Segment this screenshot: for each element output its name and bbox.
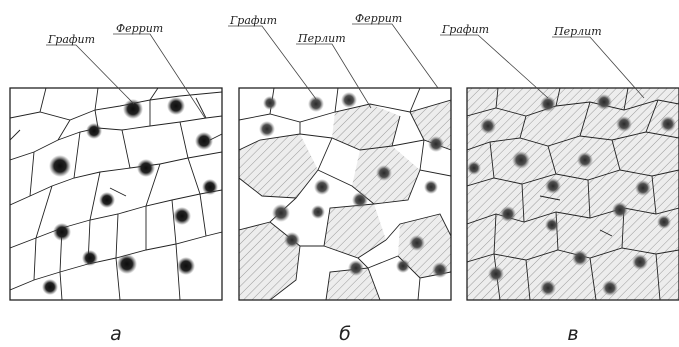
panel-a-label-graphite: Графит (47, 33, 95, 46)
pearlite-region (324, 204, 386, 258)
graphite-nodule (602, 280, 618, 296)
graphite-nodule (263, 96, 277, 110)
pearlite-region (332, 104, 400, 150)
panel-b-grain-boundaries (239, 88, 451, 300)
graphite-nodule (545, 218, 559, 232)
leader-a-ferrite (113, 33, 206, 119)
graphite-nodule (428, 136, 444, 152)
graphite-nodule (432, 262, 448, 278)
graphite-nodule (352, 192, 368, 208)
graphite-nodule (99, 192, 115, 208)
graphite-nodule (596, 94, 612, 110)
panel-a-graphite-nodules (42, 97, 218, 295)
graphite-nodule (82, 250, 98, 266)
graphite-nodule (123, 99, 143, 119)
panel-b-caption: б (339, 323, 351, 345)
graphite-nodule (500, 206, 516, 222)
graphite-nodule (660, 116, 676, 132)
leader-b-ferrite (352, 23, 439, 89)
graphite-nodule (49, 155, 71, 177)
graphite-nodule (308, 96, 324, 112)
leader-a-graphite (46, 44, 135, 105)
leader-c-pearlite (552, 36, 645, 99)
panel-c-caption: в (567, 323, 578, 345)
graphite-nodule (616, 116, 632, 132)
graphite-nodule (488, 266, 504, 282)
panel-c-label-graphite: Графит (441, 23, 489, 36)
panel-a-label-ferrite: Феррит (116, 22, 163, 35)
panel-c-label-pearlite: Перлит (553, 25, 602, 38)
graphite-nodule (341, 92, 357, 108)
panel-a-grain-boundaries (10, 88, 222, 300)
graphite-nodule (540, 96, 556, 112)
graphite-nodule (512, 151, 530, 169)
graphite-nodule (314, 179, 330, 195)
graphite-nodule (545, 178, 561, 194)
panel-b-label-graphite: Графит (229, 14, 277, 27)
graphite-nodule (117, 254, 137, 274)
graphite-nodule (53, 223, 71, 241)
graphite-nodule (572, 250, 588, 266)
panel-c (466, 87, 679, 301)
graphite-nodule (480, 118, 496, 134)
graphite-nodule (632, 254, 648, 270)
graphite-nodule (376, 165, 392, 181)
leader-b-pearlite (296, 43, 372, 109)
panel-b (238, 87, 452, 301)
graphite-nodule (177, 257, 195, 275)
graphite-nodule (396, 259, 410, 273)
graphite-nodule (409, 235, 425, 251)
pearlite-region (398, 214, 451, 278)
graphite-nodule (612, 202, 628, 218)
graphite-nodule (173, 207, 191, 225)
panel-b-label-ferrite: Феррит (355, 12, 402, 25)
graphite-nodule (272, 204, 290, 222)
pearlite-region (239, 134, 318, 198)
graphite-nodule (42, 279, 58, 295)
graphite-nodule (635, 180, 651, 196)
leader-c-graphite (440, 34, 549, 99)
graphite-nodule (167, 97, 185, 115)
panel-c-graphite-nodules (467, 94, 676, 296)
graphite-nodule (86, 123, 102, 139)
panel-a (9, 87, 223, 301)
graphite-nodule (657, 215, 671, 229)
graphite-nodule (348, 260, 364, 276)
panel-b-label-pearlite: Перлит (297, 32, 346, 45)
pearlite-region (326, 268, 380, 300)
graphite-nodule (467, 161, 481, 175)
panel-b-graphite-nodules (259, 92, 448, 278)
graphite-nodule (540, 280, 556, 296)
panel-a-caption: а (110, 323, 122, 345)
graphite-nodule (577, 152, 593, 168)
graphite-nodule (259, 121, 275, 137)
graphite-nodule (202, 179, 218, 195)
leader-b-graphite (228, 25, 317, 100)
graphite-nodule (311, 205, 325, 219)
graphite-nodule (424, 180, 438, 194)
graphite-nodule (195, 132, 213, 150)
leader-lines (46, 23, 645, 119)
graphite-nodule (284, 232, 300, 248)
graphite-nodule (137, 159, 155, 177)
pearlite-region (410, 100, 451, 150)
